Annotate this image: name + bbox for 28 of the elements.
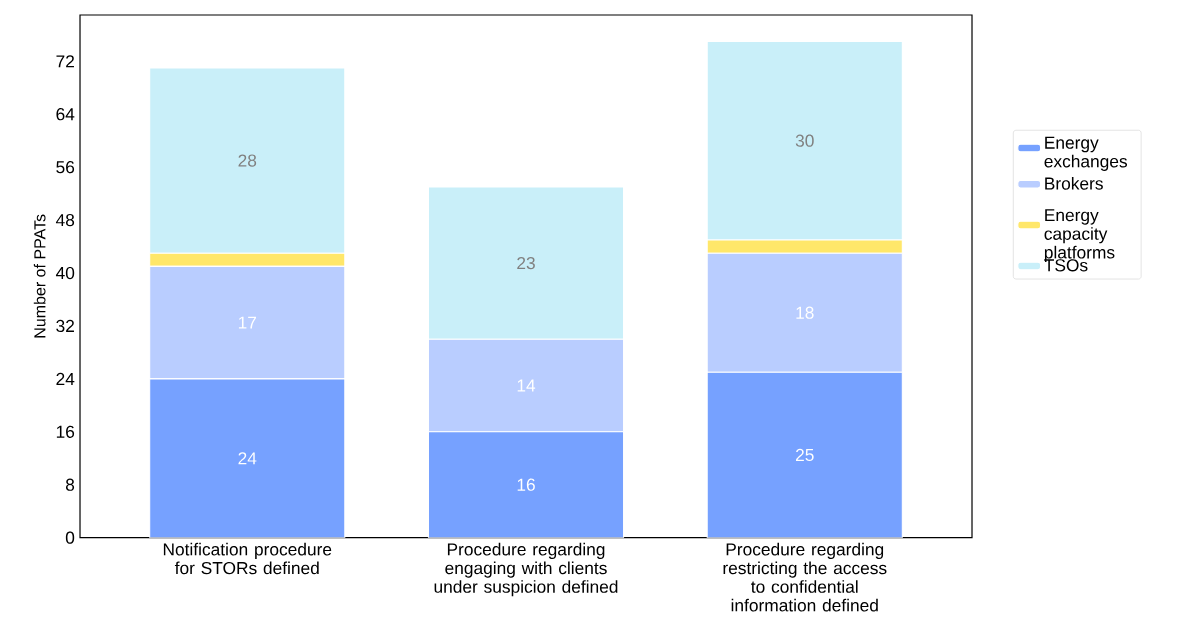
legend-label: Energy exchanges (1044, 136, 1128, 172)
data-label: 28 (238, 154, 257, 167)
y-tick-label: 56 (56, 161, 75, 174)
bar (706, 371, 903, 538)
legend-label: Brokers (1045, 177, 1103, 190)
bar (149, 378, 346, 538)
y-tick-label: 72 (56, 55, 74, 68)
y-tick-label: 40 (55, 267, 75, 280)
y-tick-label: 16 (56, 425, 75, 439)
y-axis-title: Number of PPATs (33, 214, 46, 338)
data-label: 16 (517, 478, 535, 492)
x-tick-label: Procedure regarding restricting the access to confidential information defined (723, 542, 887, 612)
y-tick-label: 0 (65, 531, 75, 544)
bar (427, 431, 625, 538)
x-tick-label: Procedure regarding engaging with clients under suspicion defined (434, 542, 618, 597)
data-label: 17 (238, 316, 257, 329)
y-tick-label: 24 (56, 372, 75, 386)
data-label: 24 (238, 452, 257, 465)
data-label: 23 (517, 257, 535, 270)
data-label: 30 (795, 134, 814, 147)
data-label: 14 (517, 379, 536, 392)
y-tick-label: 32 (56, 319, 74, 333)
y-tick-label: 64 (56, 108, 75, 121)
x-tick-label: Notification procedure for STORs defined (163, 542, 332, 575)
y-tick-label: 48 (55, 214, 75, 227)
data-label: 18 (796, 306, 814, 320)
y-tick-label: 8 (65, 478, 75, 492)
data-label: 25 (795, 448, 814, 462)
